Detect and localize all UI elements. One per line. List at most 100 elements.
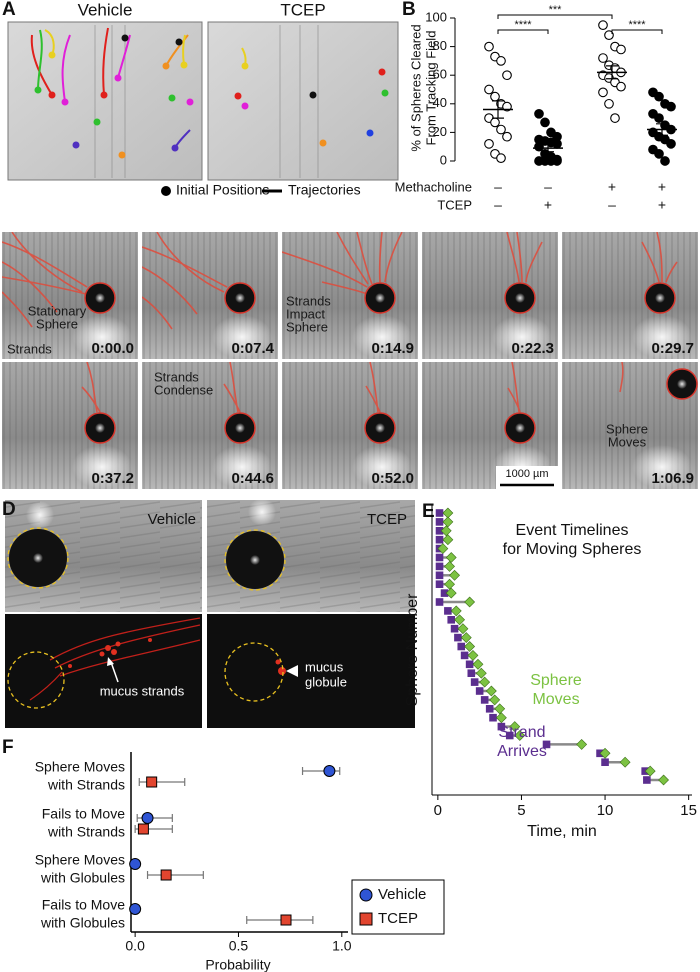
sphere-highlight <box>677 379 687 389</box>
light-glow <box>352 445 412 489</box>
sphere-highlight <box>95 293 105 303</box>
data-point <box>484 84 494 95</box>
y-tick-label: 80 <box>433 38 447 53</box>
error-bar <box>146 871 204 879</box>
event-marker <box>470 678 479 686</box>
mucus-strands <box>506 232 543 283</box>
event-marker <box>435 571 444 580</box>
frame-annotation: Sphere <box>286 319 328 334</box>
x-tick-label: 0 <box>434 802 442 819</box>
significance-label: **** <box>514 19 532 31</box>
initial-positions <box>34 34 389 159</box>
y-tick-label: 100 <box>425 9 447 24</box>
frame-annotation: Condense <box>154 382 213 397</box>
data-point <box>654 113 664 123</box>
event-marker <box>442 534 454 546</box>
mucus-strands <box>29 617 201 701</box>
light-glow <box>632 315 692 359</box>
time-lapse-frame <box>422 232 558 359</box>
frame-annotation: Sphere <box>36 316 78 331</box>
time-lapse-frame <box>282 362 418 489</box>
data-point <box>323 765 336 777</box>
panel-label: E <box>422 501 435 522</box>
event-marker <box>435 553 444 562</box>
annotation: mucus strands <box>100 683 185 698</box>
mucus-strands <box>641 232 678 283</box>
glare <box>26 501 54 529</box>
data-point <box>598 20 608 30</box>
y-tick-label: 0 <box>440 152 447 167</box>
mucus-strands <box>223 362 241 413</box>
significance-label: *** <box>549 4 563 16</box>
event-marker <box>644 765 656 777</box>
event-marker <box>445 587 457 599</box>
event-marker <box>505 731 514 740</box>
y-tick-label: 20 <box>433 124 447 139</box>
timestamp: 1:06.9 <box>651 470 694 487</box>
sphere-highlight <box>235 423 245 433</box>
event-marker <box>485 685 497 697</box>
frame-annotation: Strands <box>7 341 52 356</box>
data-point <box>484 138 494 149</box>
sem-bar <box>542 143 554 153</box>
x-tick-label: 15 <box>680 802 697 819</box>
light-glow <box>492 315 552 359</box>
sphere-outline <box>7 527 286 709</box>
timestamp: 0:29.7 <box>651 340 694 357</box>
event-marker <box>435 580 444 588</box>
mucus-strands <box>365 362 381 413</box>
data-point <box>496 124 506 135</box>
event-marker <box>542 740 551 749</box>
event-marker <box>480 696 489 704</box>
sphere-highlight <box>235 293 245 303</box>
sem-bar <box>606 65 618 80</box>
panel-label: A <box>2 0 16 20</box>
category-label: with Strands <box>47 777 125 793</box>
sem-bar <box>656 123 668 136</box>
light-glow <box>72 315 132 359</box>
error-bar <box>138 778 186 786</box>
event-marker <box>467 649 479 661</box>
fluorescence-image <box>207 614 415 728</box>
x-tick-label: 10 <box>597 802 614 819</box>
arrow-head <box>286 665 298 677</box>
condition-label: Vehicle <box>148 511 196 528</box>
legend-label: Initial Positions <box>176 182 269 198</box>
significance-bracket <box>497 29 549 34</box>
mucus-strands <box>282 232 403 295</box>
frame-annotation: Strands <box>286 293 331 308</box>
condition-sign: – <box>544 179 552 195</box>
event-marker <box>435 509 444 517</box>
event-marker <box>489 713 497 722</box>
data-point <box>552 138 562 149</box>
sphere-highlight <box>515 423 525 433</box>
event-marker <box>435 518 444 526</box>
event-marker <box>514 730 526 741</box>
data-point <box>666 138 676 149</box>
y-tick-label: 60 <box>433 67 447 82</box>
condition-name: TCEP <box>437 197 472 212</box>
x-axis-label: Probability <box>205 957 270 972</box>
event-marker <box>435 535 444 544</box>
timestamp: 0:14.9 <box>371 340 414 357</box>
glare <box>248 498 276 526</box>
event-marker <box>435 562 444 571</box>
data-point <box>137 823 149 835</box>
time-lapse-frame <box>282 232 418 359</box>
data-point <box>146 776 158 788</box>
event-marker <box>440 525 452 537</box>
condition-label: Vehicle <box>78 0 133 19</box>
data-point <box>280 914 292 926</box>
condition-sign: + <box>608 179 616 195</box>
event-marker <box>479 676 491 688</box>
legend-label: TCEP <box>378 910 418 927</box>
legend-marker <box>359 912 373 926</box>
x-tick-label: 1.0 <box>332 938 352 954</box>
event-marker <box>475 687 484 695</box>
data-point <box>604 30 614 41</box>
event-marker <box>489 694 501 706</box>
significance-bracket <box>497 14 613 19</box>
event-marker <box>437 543 449 555</box>
event-marker <box>445 552 457 563</box>
data-point <box>496 153 506 163</box>
